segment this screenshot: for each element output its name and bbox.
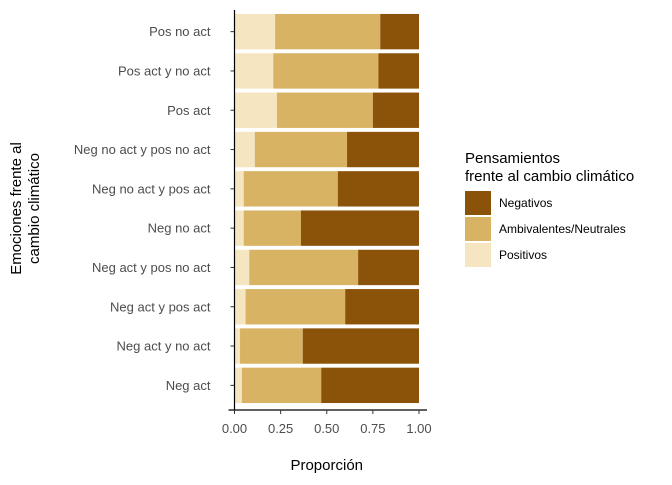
bar-segment	[234, 131, 255, 168]
bar-segment	[249, 249, 359, 286]
y-axis-title: Emociones frente alcambio climático	[8, 142, 43, 275]
bar-segment	[243, 171, 338, 207]
x-axis-title: Proporción	[290, 457, 363, 474]
legend-swatch	[465, 217, 491, 241]
bar-segment	[241, 367, 322, 404]
bar-segment	[234, 289, 246, 325]
y-tick-label: Neg act	[166, 378, 211, 393]
bar-segment	[234, 210, 244, 246]
bar-segment	[378, 53, 419, 89]
x-tick-label: 1.00	[406, 421, 431, 436]
bar-segment	[234, 53, 274, 89]
bar-segment	[234, 171, 244, 207]
bar-segment	[302, 328, 419, 364]
y-axis-title-line: cambio climático	[26, 153, 43, 264]
bar-segment	[240, 328, 303, 364]
legend-title-line: frente al cambio climático	[465, 168, 634, 185]
bar-segment	[345, 289, 419, 325]
legend-label: Positivos	[499, 248, 547, 262]
y-tick-label: Pos no act	[149, 24, 211, 39]
bar-segment	[337, 171, 419, 207]
bar-segment	[380, 13, 419, 50]
y-tick-label: Neg act y pos no act	[92, 260, 211, 275]
legend-swatch	[465, 243, 491, 267]
bar-segment	[234, 367, 242, 404]
bar-segment	[372, 92, 420, 128]
bar-segment	[275, 13, 381, 50]
y-tick-label: Neg act y no act	[117, 339, 211, 354]
y-tick-label: Pos act y no act	[118, 63, 211, 78]
y-axis-title-line: Emociones frente al	[8, 142, 25, 275]
y-tick-label: Neg act y pos act	[110, 299, 211, 314]
bar-segment	[245, 289, 346, 325]
x-tick-label: 0.75	[360, 421, 385, 436]
y-tick-label: Neg no act y pos act	[92, 181, 211, 196]
bar-segment	[273, 53, 379, 89]
legend-title-line: Pensamientos	[465, 150, 560, 167]
y-tick-label: Pos act	[167, 103, 211, 118]
y-category-labels: Pos no act Pos act y no act Pos act Neg no …	[74, 24, 235, 393]
bar-segment	[254, 131, 348, 168]
bar-segment	[243, 210, 301, 246]
x-axis: 0.00 0.25 0.50 0.75 1.00	[222, 409, 432, 436]
legend-swatch	[465, 191, 491, 215]
bar-segment	[358, 249, 419, 286]
x-tick-label: 0.50	[314, 421, 339, 436]
bar-segment	[300, 210, 419, 246]
bar-segment	[321, 367, 419, 404]
legend-label: Ambivalentes/Neutrales	[499, 222, 626, 236]
y-tick-label: Neg no act	[148, 221, 211, 236]
bar-segment	[234, 249, 250, 286]
y-tick-label: Neg no act y pos no act	[74, 142, 211, 157]
legend-label: Negativos	[499, 196, 552, 210]
bar-segment	[234, 92, 277, 128]
bars-group	[234, 13, 420, 404]
bar-segment	[234, 328, 241, 364]
bar-segment	[234, 13, 276, 50]
x-tick-label: 0.25	[268, 421, 293, 436]
x-tick-label: 0.00	[222, 421, 247, 436]
bar-segment	[276, 92, 373, 128]
bar-segment	[347, 131, 419, 168]
